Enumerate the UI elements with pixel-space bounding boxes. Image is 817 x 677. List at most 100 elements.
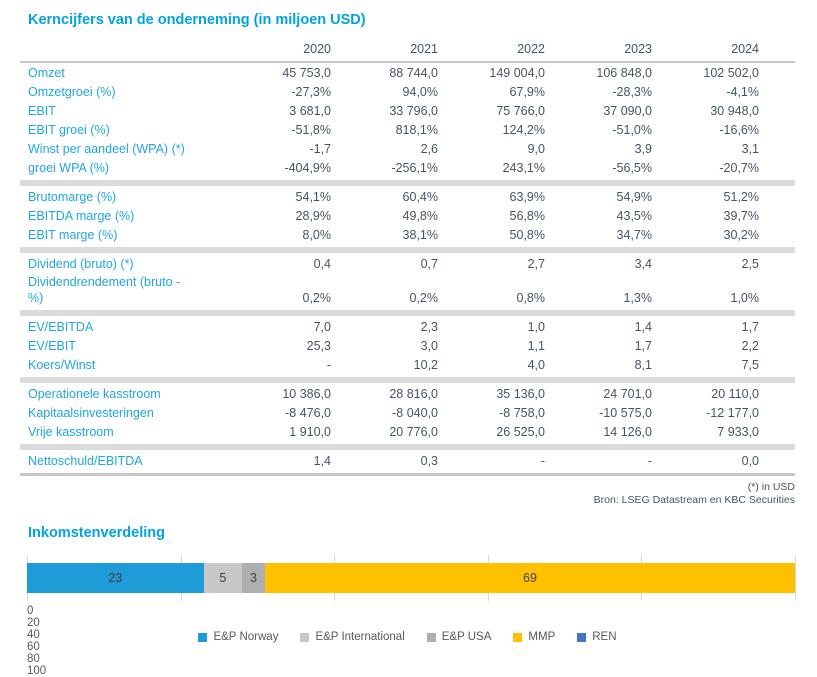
cell-value: -1,7	[309, 142, 331, 156]
table-row-vrije-kasstroom: Vrije kasstroom 1 910,0 20 776,0 26 525,0 14…	[20, 423, 795, 442]
cell-value: 7,5	[741, 358, 759, 372]
cell-value: 0,8%	[516, 291, 546, 305]
cell-value: 1,0	[527, 320, 545, 334]
cell-value: 8,0%	[302, 228, 332, 242]
table-body: Omzet 45 753,0 88 744,0 149 004,0 106 848,0 1…	[20, 64, 795, 471]
cell-value: 7 933,0	[717, 425, 759, 439]
x-tick-label: 0	[27, 605, 34, 617]
cell-value: 56,8%	[509, 209, 545, 223]
footnote-unit: (*) in USD	[747, 481, 795, 493]
legend-swatch-e-p-international	[300, 632, 310, 642]
year-column-header: 2023	[624, 42, 652, 56]
year-column-header: 2020	[303, 42, 331, 56]
cell-value: 14 126,0	[603, 425, 652, 439]
cell-value: 28,9%	[295, 209, 331, 223]
row-label: Kapitaalsinvesteringen	[28, 406, 154, 420]
x-tick-label: 60	[27, 641, 40, 653]
legend-swatch-ren	[577, 632, 587, 642]
table-row-nettoschuld-ebitda: Nettoschuld/EBITDA 1,4 0,3 - - 0,0	[20, 452, 795, 471]
cell-value: 51,2%	[723, 190, 759, 204]
legend-swatch-mmp	[513, 632, 523, 642]
cell-value: 54,9%	[616, 190, 652, 204]
cell-value: 1,4	[313, 454, 331, 468]
chart-plot-area: 23 5 3 69	[27, 555, 796, 601]
cell-value: 49,8%	[402, 209, 438, 223]
cell-value: 1,3%	[623, 291, 653, 305]
bar-segment-e-p-usa: 3	[242, 563, 266, 593]
row-label: EBIT groei (%)	[28, 123, 110, 137]
cell-value: -8 758,0	[499, 406, 545, 420]
row-label: Brutomarge (%)	[28, 190, 117, 204]
year-column-header: 2021	[410, 42, 438, 56]
row-label: Koers/Winst	[28, 358, 96, 372]
table-row-operationele-kasstroom: Operationele kasstroom 10 386,0 28 816,0 35…	[20, 385, 795, 404]
cell-value: -28,3%	[612, 85, 652, 99]
table-row-dividendrendement-bruto: Dividendrendement (bruto - %) 0,2% 0,2% 0,8…	[20, 274, 795, 308]
table-row-brutomarge: Brutomarge (%) 54,1% 60,4% 63,9% 54,9% 51,2%	[20, 188, 795, 207]
cell-value: 10,2	[413, 358, 438, 372]
group-separator-band	[20, 180, 795, 186]
cell-value: 7,0	[313, 320, 331, 334]
cell-value: 1,4	[634, 320, 652, 334]
cell-value: 1,0%	[730, 291, 760, 305]
bar-segment-e-p-norway: 23	[27, 563, 204, 593]
cell-value: -8 040,0	[392, 406, 438, 420]
cell-value: 43,5%	[616, 209, 652, 223]
table-row-koers-winst: Koers/Winst - 10,2 4,0 8,1 7,5	[20, 356, 795, 375]
x-axis: 0 20 40 60 80 100	[27, 605, 795, 677]
cell-value: 9,0	[527, 142, 545, 156]
stacked-bar: 23 5 3 69	[27, 563, 795, 593]
cell-value: 34,7%	[616, 228, 652, 242]
cell-value: 818,1%	[395, 123, 438, 137]
cell-value: 0,7	[420, 257, 438, 271]
cell-value: 75 766,0	[496, 104, 545, 118]
cell-value: 26 525,0	[496, 425, 545, 439]
footnote-source: Bron: LSEG Datastream en KBC Securities	[593, 494, 795, 506]
x-tick-label: 100	[27, 665, 47, 677]
cell-value: -56,5%	[612, 161, 652, 175]
cell-value: -12 177,0	[706, 406, 759, 420]
cell-value: -	[647, 454, 652, 468]
table-row-ebit-groei: EBIT groei (%) -51,8% 818,1% 124,2% -51,0% -1…	[20, 121, 795, 140]
legend-swatch-e-p-usa	[426, 632, 436, 642]
cell-value: 33 796,0	[389, 104, 438, 118]
cell-value: 1,7	[741, 320, 759, 334]
row-label: Dividend (bruto) (*)	[28, 257, 134, 271]
cell-value: 2,3	[420, 320, 438, 334]
row-label: Dividendrendement (bruto - %)	[28, 275, 181, 305]
cell-value: 30 948,0	[710, 104, 759, 118]
cell-value: 60,4%	[402, 190, 438, 204]
table-header-row: 2020 2021 2022 2023 2024	[20, 41, 795, 59]
table-row-ebitda-marge: EBITDA marge (%) 28,9% 49,8% 56,8% 43,5% 39,7…	[20, 207, 795, 226]
table-row-omzetgroei: Omzetgroei (%) -27,3% 94,0% 67,9% -28,3% -4,1…	[20, 83, 795, 102]
cell-value: 0,2%	[302, 291, 332, 305]
row-label: Omzetgroei (%)	[28, 85, 116, 99]
cell-value: 0,0	[741, 454, 759, 468]
key-figures-table: 2020 2021 2022 2023 2024 Omzet 45 753,0 88…	[20, 41, 795, 476]
cell-value: 63,9%	[509, 190, 545, 204]
cell-value: 88 744,0	[389, 66, 438, 80]
table-row-ebit-marge: EBIT marge (%) 8,0% 38,1% 50,8% 34,7% 30,2%	[20, 226, 795, 245]
row-label: EV/EBITDA	[28, 320, 94, 334]
row-label: Vrije kasstroom	[28, 425, 114, 439]
cell-value: -	[540, 454, 545, 468]
cell-value: 2,2	[741, 339, 759, 353]
cell-value: 3,0	[420, 339, 438, 353]
cell-value: 67,9%	[509, 85, 545, 99]
cell-value: 54,1%	[295, 190, 331, 204]
cell-value: -10 575,0	[599, 406, 652, 420]
x-tick-label: 40	[27, 629, 40, 641]
cell-value: -404,9%	[284, 161, 331, 175]
cell-value: 2,5	[741, 257, 759, 271]
cell-value: 4,0	[527, 358, 545, 372]
cell-value: 35 136,0	[496, 387, 545, 401]
header-separator-line	[20, 61, 795, 63]
group-separator-band	[20, 377, 795, 383]
cell-value: 28 816,0	[389, 387, 438, 401]
table-row-dividend-bruto: Dividend (bruto) (*) 0,4 0,7 2,7 3,4 2,5	[20, 255, 795, 274]
cell-value: 3,4	[634, 257, 652, 271]
cell-value: 124,2%	[502, 123, 545, 137]
cell-value: 1 910,0	[289, 425, 331, 439]
table-row-ev-ebit: EV/EBIT 25,3 3,0 1,1 1,7 2,2	[20, 337, 795, 356]
row-label: Operationele kasstroom	[28, 387, 161, 401]
